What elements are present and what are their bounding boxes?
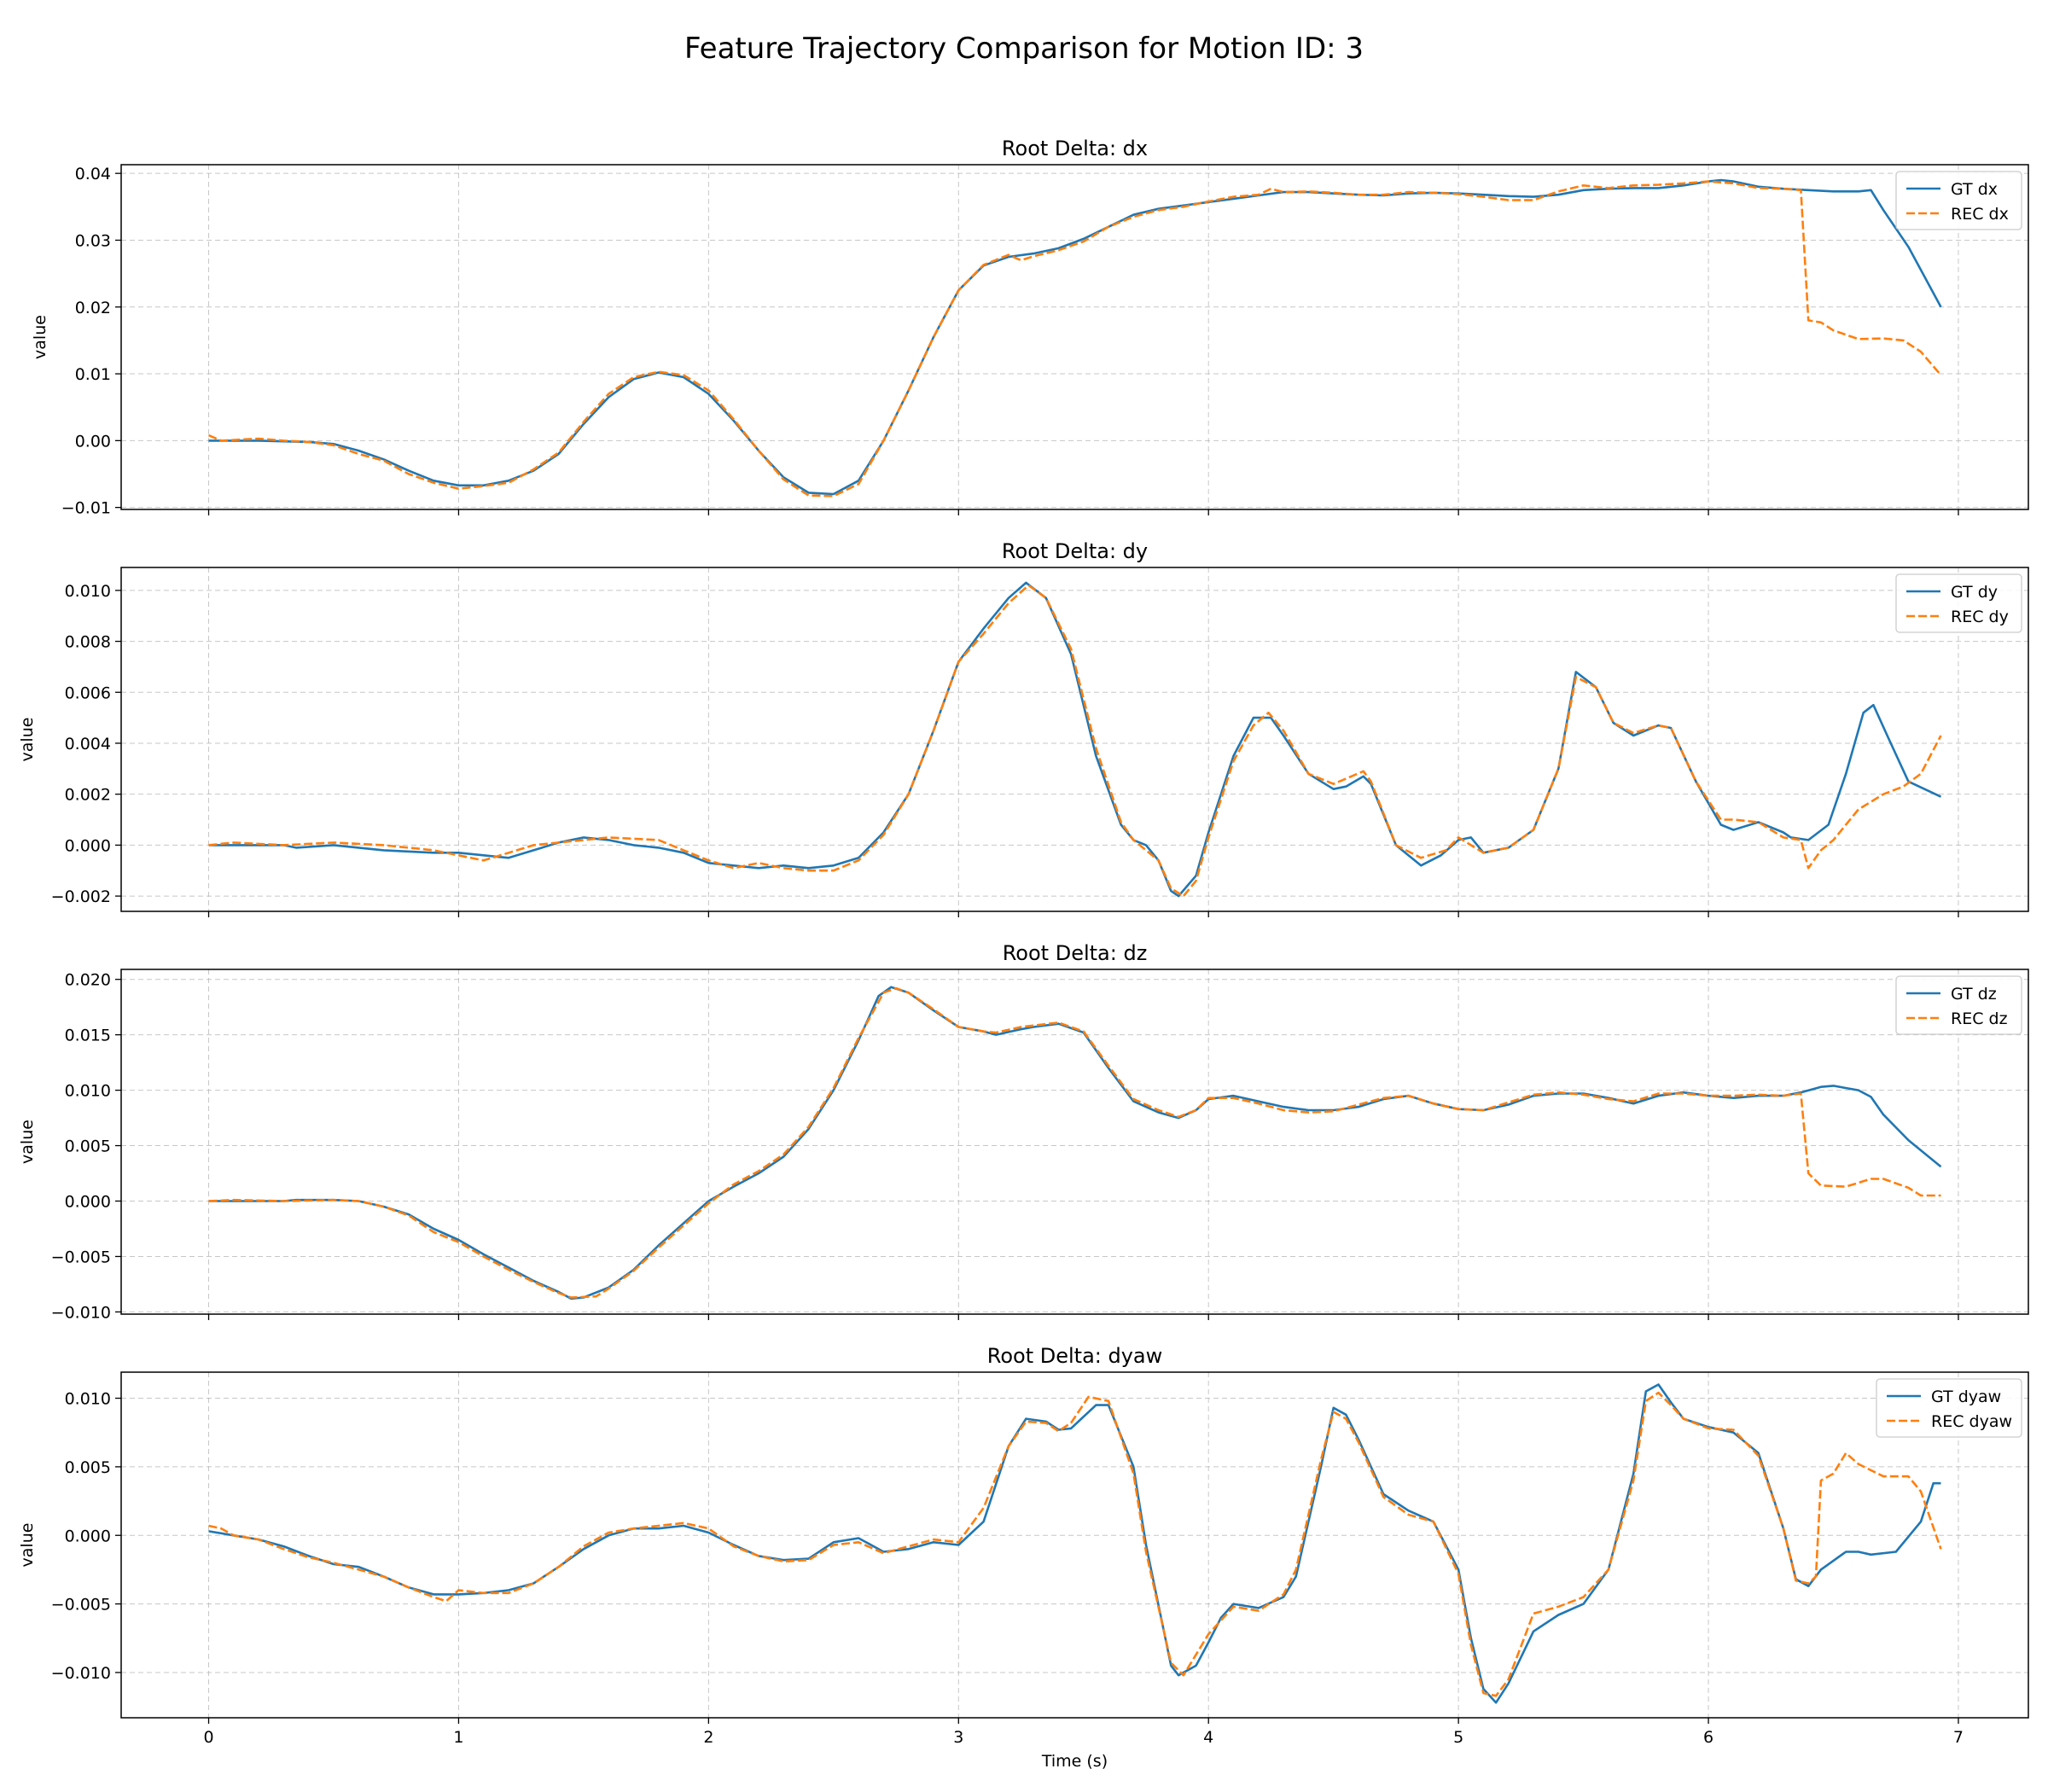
y-tick-label: 0.004	[65, 735, 111, 753]
subplot-2: Root Delta: dz −0.010 −0.005 0.000 0.005 0.01…	[18, 941, 2029, 1322]
y-tick-label: 0.005	[65, 1137, 111, 1156]
legend: GT dyaw REC dyaw	[1876, 1378, 2022, 1438]
y-tick-label: 0.006	[65, 684, 111, 702]
y-tick-label: 0.000	[65, 1527, 111, 1545]
legend-label: REC dx	[1951, 205, 2009, 224]
legend: GT dy REC dy	[1895, 573, 2022, 633]
y-tick-label: −0.010	[51, 1664, 111, 1683]
x-tick-label: 0	[203, 1728, 213, 1747]
figure-title: Feature Trajectory Comparison for Motion…	[684, 32, 1364, 66]
axes-frame	[120, 1371, 2029, 1719]
legend-label: GT dy	[1951, 583, 1998, 602]
y-tick-label: 0.020	[65, 971, 111, 990]
subplot-0: Root Delta: dx −0.01 0.00 0.01 0.02 0.03 0.04 v…	[31, 137, 2029, 518]
panel-title: Root Delta: dy	[1002, 539, 1148, 563]
y-tick-label: 0.02	[75, 299, 111, 317]
series-line-rec	[208, 1391, 1942, 1697]
y-tick-label: −0.002	[51, 887, 111, 906]
legend-box	[1876, 1378, 2022, 1438]
y-tick-label: 0.010	[65, 1082, 111, 1101]
y-tick-label: 0.015	[65, 1027, 111, 1045]
y-tick-label: 0.03	[75, 231, 111, 250]
y-tick-label: 0.04	[75, 165, 111, 183]
y-axis-label: value	[18, 1120, 37, 1164]
legend-box	[1895, 975, 2022, 1035]
series-line-gt	[208, 986, 1942, 1300]
x-tick-label: 6	[1703, 1728, 1713, 1747]
axes-frame	[120, 567, 2029, 912]
series-line-rec	[208, 986, 1941, 1299]
y-tick-label: 0.008	[65, 633, 111, 652]
y-tick-label: −0.010	[51, 1303, 111, 1322]
legend-label: GT dyaw	[1931, 1388, 2001, 1406]
y-tick-label: −0.005	[51, 1248, 111, 1266]
y-tick-label: 0.000	[65, 1192, 111, 1211]
subplot-panels: Root Delta: dx −0.01 0.00 0.01 0.02 0.03 0.04 v…	[18, 137, 2029, 1771]
x-tick-label: 1	[453, 1728, 463, 1747]
x-tick-label: 4	[1203, 1728, 1213, 1747]
legend: GT dx REC dx	[1895, 171, 2022, 230]
y-tick-label: −0.01	[61, 499, 111, 518]
y-tick-label: 0.010	[65, 582, 111, 601]
y-tick-label: 0.002	[65, 786, 111, 805]
series-line-gt	[208, 581, 1942, 898]
axes-frame	[120, 164, 2029, 510]
legend-label: REC dy	[1951, 608, 2009, 626]
panel-title: Root Delta: dyaw	[987, 1344, 1163, 1368]
y-axis-label: value	[18, 1523, 37, 1568]
y-axis-label: value	[18, 718, 37, 762]
series-line-gt	[208, 178, 1942, 496]
y-tick-label: 0.00	[75, 432, 111, 451]
y-tick-label: −0.005	[51, 1596, 111, 1615]
x-tick-label: 3	[953, 1728, 963, 1747]
y-axis-label: value	[31, 315, 49, 359]
y-tick-label: 0.000	[65, 836, 111, 855]
y-tick-label: 0.005	[65, 1458, 111, 1477]
legend-box	[1895, 573, 2022, 633]
panel-title: Root Delta: dz	[1003, 941, 1148, 965]
x-tick-label: 7	[1953, 1728, 1964, 1747]
x-tick-label: 2	[703, 1728, 713, 1747]
subplot-1: Root Delta: dy −0.002 0.000 0.002 0.004 0.006…	[18, 539, 2029, 917]
x-tick-label: 5	[1453, 1728, 1463, 1747]
subplot-3: Root Delta: dyaw 0 1 2 3 4 5 6 7 −0.010 −0.005 0.00…	[18, 1344, 2029, 1771]
legend-label: GT dx	[1951, 180, 1998, 199]
x-axis-label: Time (s)	[1041, 1752, 1108, 1771]
legend: GT dz REC dz	[1895, 975, 2022, 1035]
axes-frame	[120, 969, 2029, 1315]
series-line-rec	[208, 584, 1942, 898]
y-tick-label: 0.01	[75, 365, 111, 384]
series-line-rec	[207, 180, 1942, 497]
legend-label: REC dz	[1951, 1009, 2008, 1028]
legend-box	[1895, 171, 2022, 230]
legend-label: REC dyaw	[1931, 1412, 2012, 1431]
series-line-gt	[208, 1383, 1941, 1704]
y-tick-label: 0.010	[65, 1390, 111, 1409]
legend-label: GT dz	[1951, 985, 1997, 1004]
panel-title: Root Delta: dx	[1002, 137, 1148, 160]
